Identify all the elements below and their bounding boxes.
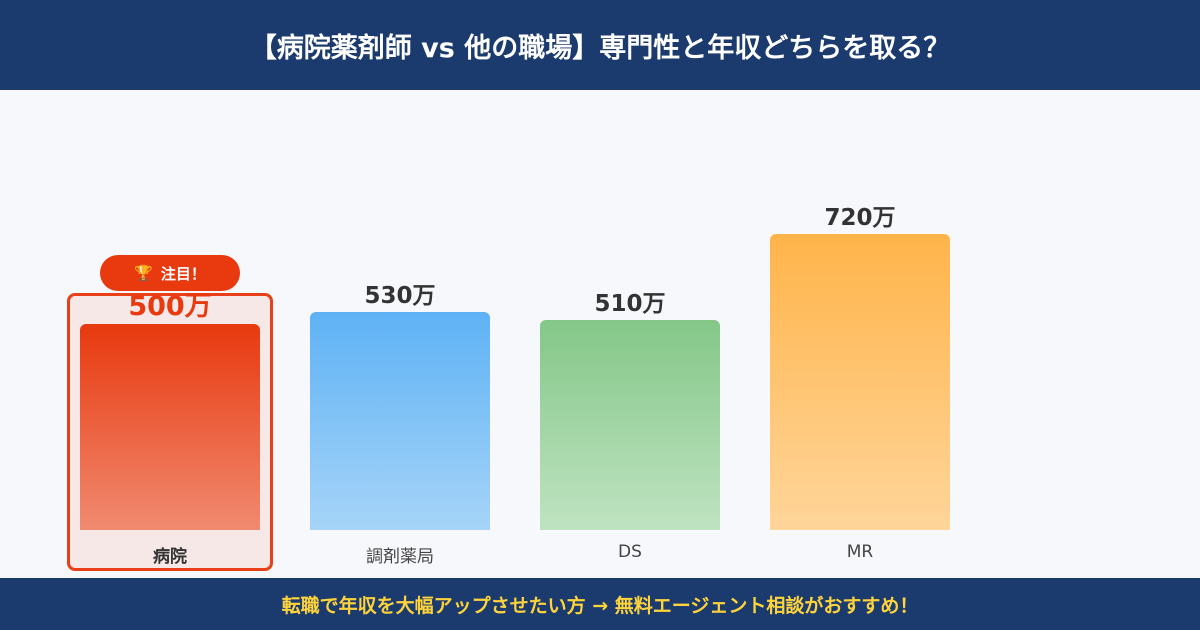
bar-3 (770, 234, 950, 530)
footer-cta[interactable]: 転職で年収を大幅アップさせたい方 → 無料エージェント相談がおすすめ！ (0, 578, 1200, 630)
bar-0 (80, 324, 260, 530)
value-label: 720万 (824, 205, 896, 231)
bar-1 (310, 312, 490, 530)
trophy-icon: 🏆 (134, 264, 153, 282)
value-label: 510万 (594, 291, 666, 318)
category-label: DS (618, 542, 642, 562)
bar-2 (540, 320, 720, 530)
value-label: 530万 (364, 283, 436, 310)
badge-label: 注目！ (160, 264, 206, 283)
highlight-badge: 🏆 注目！ (100, 255, 240, 291)
value-label: 500万 (128, 291, 212, 323)
category-label: MR (846, 542, 874, 562)
page-title: 【病院薬剤師 vs 他の職場】専門性と年収どちらを取る？ (0, 0, 1200, 90)
category-label: 病院 (153, 547, 187, 567)
category-label: 調剤薬局 (366, 547, 434, 567)
